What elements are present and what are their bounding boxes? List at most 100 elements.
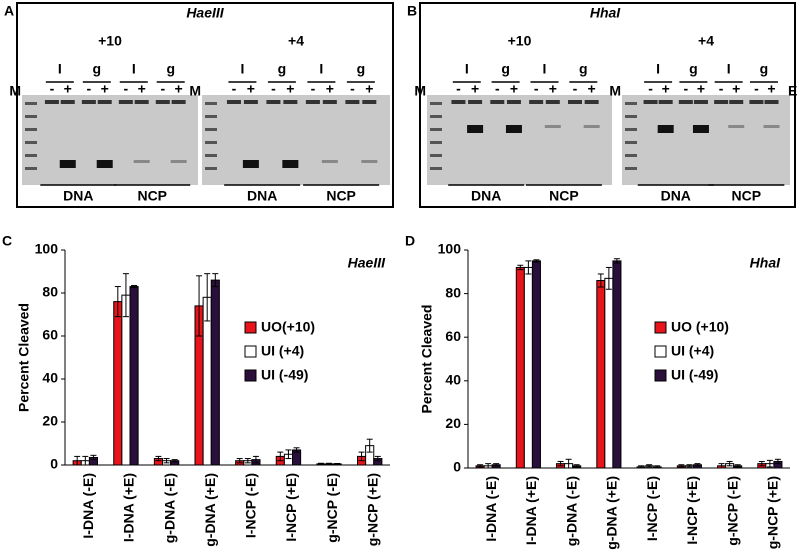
- sign-label: +: [101, 81, 109, 97]
- legend-label: UI (+4): [261, 343, 304, 359]
- section-label: DNA: [247, 188, 277, 204]
- y-tick-label: 0: [453, 459, 461, 475]
- bar: [604, 277, 614, 469]
- y-tick-label: 0: [50, 456, 58, 472]
- cut-band: [321, 160, 338, 163]
- ladder-band: [430, 167, 442, 170]
- gel-band: [362, 100, 377, 104]
- gel-band: [693, 100, 708, 104]
- ladder-band: [25, 102, 37, 105]
- bar: [612, 260, 622, 469]
- gel-band: [97, 100, 112, 104]
- lane-label: g: [278, 61, 287, 77]
- bar: [515, 266, 525, 469]
- gel-band: [658, 100, 673, 104]
- sign-label: +: [767, 81, 775, 97]
- cut-band: [692, 125, 709, 133]
- y-tick-label: 20: [445, 415, 461, 431]
- group-label: +10: [508, 33, 532, 49]
- bar: [113, 301, 123, 466]
- sign-label: +: [588, 81, 596, 97]
- ladder-band: [205, 102, 217, 105]
- cut-band: [133, 160, 150, 163]
- marker-label: M: [609, 83, 621, 99]
- ladder-band: [430, 141, 442, 144]
- ladder-band: [205, 141, 217, 144]
- sign-label: -: [232, 81, 237, 97]
- gel-image: [427, 95, 612, 185]
- y-tick-label: 40: [445, 372, 461, 388]
- ladder-band: [25, 141, 37, 144]
- ladder-band: [430, 128, 442, 131]
- gel-image: [622, 95, 790, 185]
- cut-band: [763, 125, 780, 128]
- bar: [596, 280, 606, 469]
- bar: [531, 260, 541, 469]
- bar: [210, 279, 220, 466]
- legend-label: UO(+10): [261, 319, 315, 335]
- gel-band: [584, 100, 599, 104]
- sign-label: +: [286, 81, 294, 97]
- bar: [129, 286, 139, 466]
- gel-band: [81, 100, 96, 104]
- ladder-band: [25, 115, 37, 118]
- group-label: +4: [288, 33, 304, 49]
- sign-label: -: [271, 81, 276, 97]
- sign-label: +: [549, 81, 557, 97]
- gel-band: [60, 100, 75, 104]
- lane-label: I: [543, 61, 547, 77]
- cut-band: [505, 125, 522, 133]
- legend-label: UI (-49): [261, 367, 308, 383]
- lane-label: g: [501, 61, 510, 77]
- group-label: +4: [698, 33, 714, 49]
- cut-band: [361, 160, 378, 163]
- y-tick-label: 80: [42, 284, 58, 300]
- sign-label: +: [138, 81, 146, 97]
- y-tick-label: 80: [445, 284, 461, 300]
- gel-band: [243, 100, 258, 104]
- sign-label: +: [64, 81, 72, 97]
- x-tick-label: g-NCP (-E): [724, 476, 740, 546]
- lane-label: g: [166, 61, 175, 77]
- cut-band: [657, 125, 674, 133]
- y-tick-label: 100: [438, 241, 462, 257]
- sign-label: -: [87, 81, 92, 97]
- x-tick-label: g-NCP (+E): [765, 476, 781, 549]
- gel-band: [322, 100, 337, 104]
- cut-band: [242, 160, 259, 168]
- cut-band: [583, 125, 600, 128]
- section-label: NCP: [137, 188, 167, 204]
- gel-band: [714, 100, 729, 104]
- y-tick-label: 100: [35, 241, 59, 257]
- sign-label: -: [573, 81, 578, 97]
- legend-swatch: [654, 369, 667, 382]
- section-label: DNA: [661, 188, 691, 204]
- sign-label: -: [495, 81, 500, 97]
- y-axis-label: Percent Cleaved: [16, 303, 32, 412]
- x-tick-label: I-NCP (-E): [644, 476, 660, 541]
- sign-label: -: [719, 81, 724, 97]
- legend-label: UI (+4): [671, 343, 714, 359]
- cut-band: [282, 160, 299, 168]
- ladder-band: [25, 154, 37, 157]
- ladder-band: [205, 115, 217, 118]
- gel-band: [490, 100, 505, 104]
- lane-label: I: [132, 61, 136, 77]
- ladder-band: [205, 167, 217, 170]
- x-tick-label: g-DNA (-E): [161, 473, 177, 543]
- x-tick-label: I-DNA (+E): [121, 473, 137, 542]
- lane-label: g: [93, 61, 102, 77]
- ladder-band: [625, 154, 637, 157]
- ladder-band: [430, 154, 442, 157]
- panel-letter: A: [4, 3, 14, 19]
- lane-label: I: [319, 61, 323, 77]
- ladder-band: [430, 115, 442, 118]
- sign-label: +: [732, 81, 740, 97]
- gel-band: [266, 100, 281, 104]
- gel-band: [643, 100, 658, 104]
- x-tick-label: I-NCP (-E): [243, 473, 259, 538]
- gel-band: [171, 100, 186, 104]
- sign-label: +: [471, 81, 479, 97]
- y-tick-label: 40: [42, 370, 58, 386]
- sign-label: -: [160, 81, 165, 97]
